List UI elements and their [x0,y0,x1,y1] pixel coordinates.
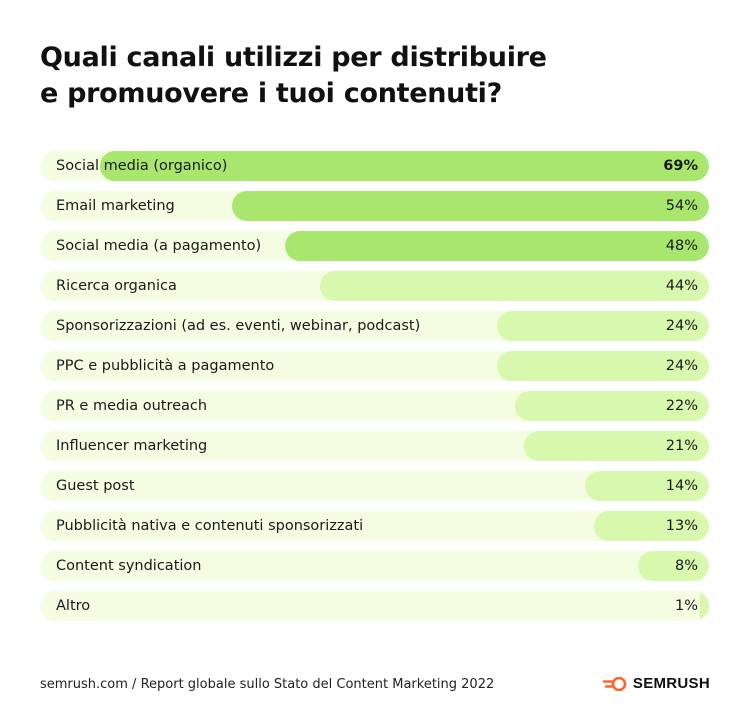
semrush-flame-icon [602,676,627,691]
bar-row: PPC e pubblicità a pagamento 24% [40,351,709,381]
bar-label: Social media (organico) [56,158,228,174]
bar [497,311,709,341]
bar-value-label: 24% [665,358,698,374]
bar-label: Guest post [56,478,135,494]
bar-value-label: 8% [674,558,698,574]
bar [638,551,709,581]
bar-value-label: 21% [665,438,698,454]
bar-label: PPC e pubblicità a pagamento [56,358,275,374]
bar-label: Influencer marketing [56,438,208,454]
bar-label: PR e media outreach [56,398,208,414]
bar [523,431,709,461]
chart-title: Quali canali utilizzi per distribuire e … [40,40,700,112]
bar-row: PR e media outreach 22% [40,391,709,421]
bar-row: Ricerca organica 44% [40,271,709,301]
bar-value-label: 24% [665,318,698,334]
bar-row: Guest post 14% [40,471,709,501]
bar-label: Email marketing [56,198,175,214]
bar-value-label: 54% [665,198,698,214]
source-caption: semrush.com / Report globale sullo Stato… [40,677,495,692]
bar [514,391,709,421]
semrush-logo: SEMRUSH [602,675,710,692]
bar-value-label: 14% [665,478,698,494]
bar-value-label: 1% [674,598,698,614]
bar-label: Social media (a pagamento) [56,238,262,254]
bar-row: Email marketing 54% [40,191,709,221]
chart-title-line-1: Quali canali utilizzi per distribuire [40,42,547,73]
bar-value-label: 69% [663,158,698,174]
bar [232,191,709,221]
bar-row: Pubblicità nativa e contenuti sponsorizz… [40,511,709,541]
bar [99,151,709,181]
bar [285,231,709,261]
bar-chart: Social media (organico) 69% Email marketin… [40,151,709,631]
bar-row: Sponsorizzazioni (ad es. eventi, webinar… [40,311,709,341]
bar [594,511,709,541]
semrush-logo-text: SEMRUSH [632,675,710,692]
bar [700,591,709,621]
chart-title-line-2: e promuovere i tuoi contenuti? [40,78,502,109]
bar-row: Social media (a pagamento) 48% [40,231,709,261]
bar-label: Content syndication [56,558,202,574]
bar-row: Altro 1% [40,591,709,621]
bar-row: Social media (organico) 69% [40,151,709,181]
bar-value-label: 22% [665,398,698,414]
bar-value-label: 48% [665,238,698,254]
bar [320,271,709,301]
bar-row: Content syndication 8% [40,551,709,581]
bar-value-label: 44% [665,278,698,294]
bar-value-label: 13% [665,518,698,534]
bar-row: Influencer marketing 21% [40,431,709,461]
bar-label: Pubblicità nativa e contenuti sponsorizz… [56,518,364,534]
bar [497,351,709,381]
bar [585,471,709,501]
bar-label: Altro [56,598,91,614]
bar-label: Ricerca organica [56,278,177,294]
bar-label: Sponsorizzazioni (ad es. eventi, webinar… [56,318,421,334]
